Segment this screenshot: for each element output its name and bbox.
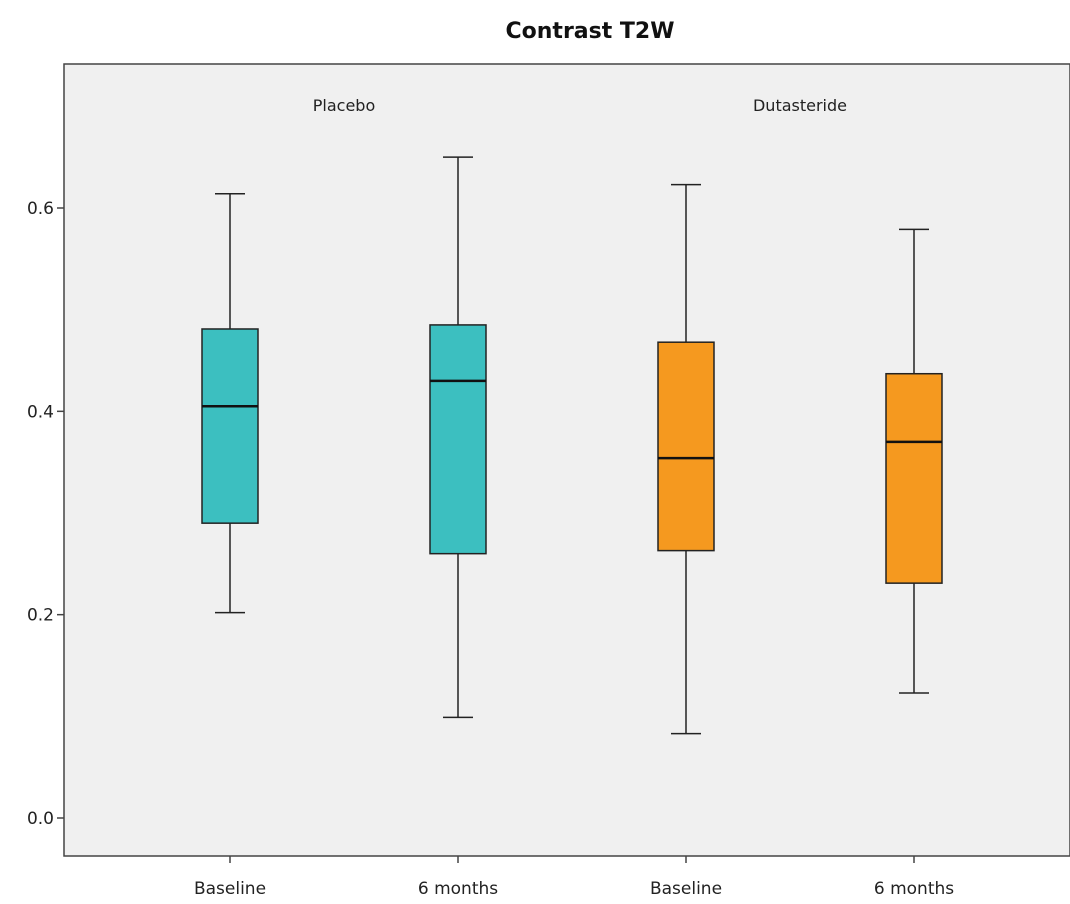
x-tick-label: Baseline <box>194 879 266 899</box>
box <box>657 183 715 735</box>
iqr-box <box>885 372 943 584</box>
y-tick-label: 0.4 <box>27 402 54 422</box>
box <box>885 228 943 694</box>
group-label: Dutasteride <box>753 96 847 115</box>
iqr-box <box>429 324 487 555</box>
y-tick-label: 0.6 <box>27 199 54 219</box>
group-label: Placebo <box>313 96 375 115</box>
y-axis: 0.0 0.2 0.4 0.6 <box>27 199 64 829</box>
x-tick-label: 6 months <box>418 879 498 899</box>
iqr-box <box>201 328 259 524</box>
group-labels: Placebo Dutasteride <box>313 96 847 115</box>
x-tick-label: 6 months <box>874 879 954 899</box>
chart-title: Contrast T2W <box>506 19 675 44</box>
y-tick-label: 0.0 <box>27 809 54 829</box>
box <box>201 193 259 614</box>
iqr-box <box>657 341 715 552</box>
box <box>429 156 487 719</box>
x-axis: Baseline 6 months Baseline 6 months <box>194 856 954 899</box>
boxes <box>201 156 943 735</box>
y-tick-label: 0.2 <box>27 606 54 626</box>
x-tick-label: Baseline <box>650 879 722 899</box>
